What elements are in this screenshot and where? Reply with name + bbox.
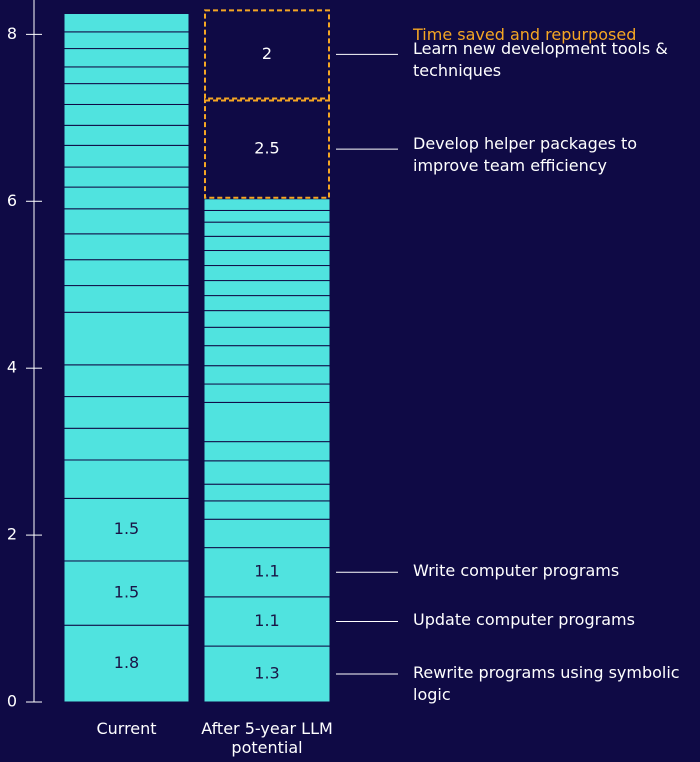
segment	[203, 198, 331, 211]
annotation: Rewrite programs using symbolic logic	[413, 663, 680, 705]
segment	[63, 83, 190, 105]
segment	[203, 460, 331, 485]
y-tick-label: 2	[7, 525, 17, 544]
segment	[63, 66, 190, 85]
segment	[203, 265, 331, 282]
segment	[63, 396, 190, 429]
segment	[203, 280, 331, 297]
segment	[203, 365, 331, 385]
segment	[63, 48, 190, 68]
annotation: Update computer programs	[413, 610, 635, 630]
segment	[203, 221, 331, 237]
segment	[203, 345, 331, 367]
segment	[63, 103, 190, 126]
segment	[203, 500, 331, 520]
segment-label: 1.3	[254, 664, 279, 683]
segment	[63, 311, 190, 366]
y-tick-label: 6	[7, 191, 17, 210]
segment	[63, 208, 190, 235]
segment	[203, 250, 331, 267]
y-tick-label: 4	[7, 358, 17, 377]
segment-label: 1.1	[254, 611, 279, 630]
segment-label: 1.5	[114, 519, 139, 538]
segment	[203, 326, 331, 347]
segment	[63, 13, 190, 33]
segment	[63, 186, 190, 210]
segment	[63, 233, 190, 261]
annotation: Learn new development tools & techniques	[413, 39, 668, 81]
segment	[63, 144, 190, 168]
segment	[63, 166, 190, 188]
segment-label: 1.8	[114, 653, 139, 672]
segment	[203, 235, 331, 252]
x-tick-label: Current	[96, 719, 157, 738]
segment	[203, 518, 331, 549]
annotation: Develop helper packages to improve team …	[413, 134, 638, 176]
segment	[203, 209, 331, 223]
segment	[63, 459, 190, 499]
segment	[63, 259, 190, 287]
segment	[203, 441, 331, 462]
segment	[63, 364, 190, 398]
segment	[203, 310, 331, 328]
segment-label: 1.5	[114, 583, 139, 602]
segment	[63, 124, 190, 146]
segment	[203, 483, 331, 502]
segment	[63, 285, 190, 313]
x-tick-label: After 5-year LLM potential	[201, 719, 333, 757]
segment	[63, 497, 190, 562]
y-tick-label: 8	[7, 24, 17, 43]
segment	[63, 624, 190, 703]
segment	[203, 596, 331, 647]
repurposed-segment	[204, 9, 330, 100]
segment	[63, 560, 190, 626]
segment	[63, 31, 190, 50]
repurposed-segment	[204, 99, 330, 199]
segment	[203, 383, 331, 403]
y-tick-label: 0	[7, 692, 17, 711]
segment	[203, 401, 331, 443]
segment-label: 1.1	[254, 562, 279, 581]
annotation: Write computer programs	[413, 561, 620, 581]
segment	[63, 427, 190, 461]
legend-title: Time saved and repurposed	[413, 25, 637, 44]
segment-label: 2.5	[254, 139, 279, 158]
segment-label: 2	[262, 44, 272, 63]
segment	[203, 295, 331, 312]
